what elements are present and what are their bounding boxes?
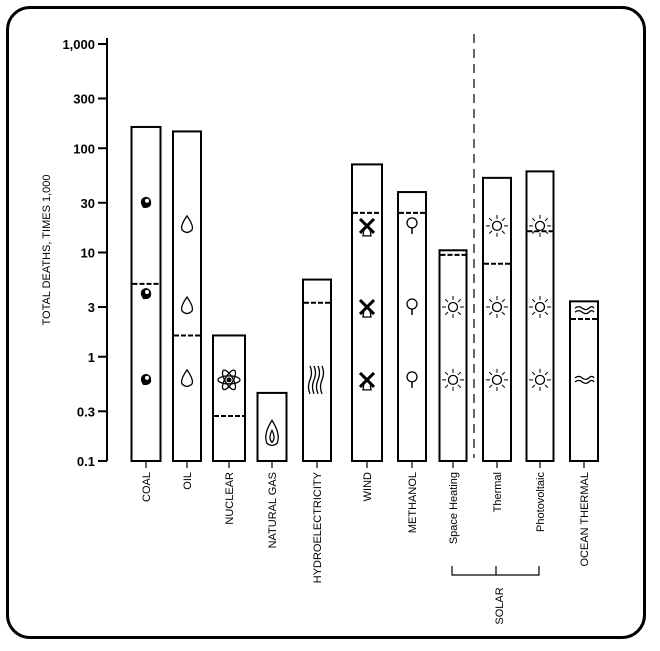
bar [351,163,383,462]
chart-frame [6,6,646,639]
sun-icon [442,368,464,391]
coal-lump-icon [140,287,152,300]
sun-icon [486,214,508,237]
bar [256,391,288,462]
y-tick-label: 300 [73,92,95,107]
category-label: Photovoltaic [535,472,547,532]
y-tick-label: 100 [73,141,95,156]
coal-lump-icon [140,196,152,208]
category-label: HYDROELECTRICITY [312,471,324,583]
water-wave-icon [307,365,325,395]
solar-group-label: SOLAR [494,587,506,624]
oil-drop-icon [180,368,194,388]
category-label: WIND [362,472,374,501]
bar [212,334,246,462]
category-label: COAL [141,472,153,502]
sun-icon [529,368,551,391]
y-axis-label: TOTAL DEATHS, TIMES 1,000 [41,175,53,326]
wave-icon [574,375,595,385]
y-tick-label: 3 [88,300,95,315]
windmill-icon [358,298,376,318]
windmill-icon [358,371,376,391]
sun-icon [486,296,508,319]
oil-drop-icon [180,214,194,234]
bar [397,191,427,462]
bar [482,176,512,462]
y-tick-label: 30 [81,196,95,211]
sun-icon [529,214,551,237]
windmill-icon [358,217,376,237]
sun-icon [486,368,508,391]
sun-icon [442,296,464,319]
bar [438,249,468,462]
category-label: OCEAN THERMAL [579,472,591,567]
category-label: Space Heating [448,472,460,544]
flame-icon [265,419,279,447]
solar-bracket [451,566,540,576]
category-label: METHANOL [407,472,419,533]
wave-icon [574,305,595,315]
atom-icon [217,369,241,391]
y-tick-label: 0.3 [77,404,95,419]
coal-lump-icon [140,373,152,386]
category-label: OIL [182,472,194,490]
y-tick-label: 0.1 [77,454,95,469]
sun-icon [529,296,551,319]
category-label: NATURAL GAS [267,472,279,548]
y-tick-label: 1,000 [62,37,95,52]
tree-icon [406,217,418,234]
category-label: NUCLEAR [224,472,236,525]
tree-icon [406,298,418,316]
category-label: Thermal [492,472,504,512]
oil-drop-icon [180,295,194,315]
y-tick-label: 10 [81,246,95,261]
bar [302,278,332,463]
tree-icon [406,371,418,388]
y-tick-label: 1 [88,350,95,365]
